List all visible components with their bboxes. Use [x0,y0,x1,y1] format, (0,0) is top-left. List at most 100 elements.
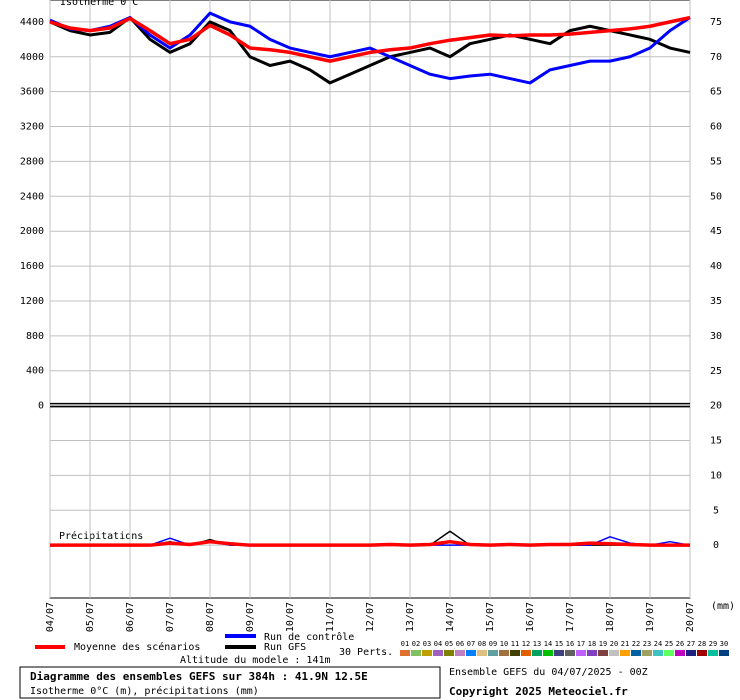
pert-swatch [466,650,476,656]
pert-label: 13 [533,640,541,648]
y-tick-label: 2000 [20,226,44,237]
pert-label: 28 [698,640,706,648]
y-tick-label: 1600 [20,261,44,272]
pert-label: 23 [643,640,651,648]
perts-label: 30 Perts. [339,647,393,658]
legend-label: Moyenne des scénarios [74,641,200,653]
x-tick-label: 12/07 [365,602,376,632]
y2-tick-label: 10 [710,470,722,481]
x-tick-label: 09/07 [245,602,256,632]
y-tick-label: 4400 [20,17,44,28]
copyright: Copyright 2025 Meteociel.fr [449,685,628,698]
x-tick-label: 19/07 [645,602,656,632]
pert-swatch [719,650,729,656]
y2-tick-label: 35 [710,296,722,307]
pert-swatch [675,650,685,656]
pert-swatch [422,650,432,656]
title-box [19,666,441,699]
pert-swatch [565,650,575,656]
pert-swatch [433,650,443,656]
pert-label: 14 [544,640,552,648]
y2-tick-label: 70 [710,52,722,63]
pert-swatch [532,650,542,656]
y2-tick-label: 20 [710,401,722,412]
pert-swatch [587,650,597,656]
series-line [49,16,691,85]
pert-swatch [686,650,696,656]
pert-label: 27 [687,640,695,648]
x-tick-label: 04/07 [45,602,56,632]
y2-tick-label: 65 [710,87,722,98]
series-line [49,15,691,63]
pert-swatch [598,650,608,656]
pert-label: 15 [555,640,563,648]
y-tick-label: 2800 [20,156,44,167]
y2-tick-label: 60 [710,122,722,133]
pert-label: 07 [467,640,475,648]
y2-tick-label: 75 [710,17,722,28]
x-tick-label: 13/07 [405,602,416,632]
pert-label: 06 [456,640,464,648]
pert-swatch [653,650,663,656]
pert-swatch [554,650,564,656]
upper-label: Isotherme 0°C [60,0,138,8]
pert-label: 25 [665,640,673,648]
x-tick-label: 17/07 [565,602,576,632]
pert-swatch [576,650,586,656]
pert-label: 10 [500,640,508,648]
pert-label: 19 [599,640,607,648]
pert-label: 12 [522,640,530,648]
pert-swatch [543,650,553,656]
pert-label: 29 [709,640,717,648]
pert-label: 03 [423,640,431,648]
pert-swatch [697,650,707,656]
y-tick-label: 3200 [20,122,44,133]
pert-swatch [631,650,641,656]
y2-tick-label: 30 [710,331,722,342]
y2-tick-label: 45 [710,226,722,237]
pert-label: 04 [434,640,442,648]
pert-label: 22 [632,640,640,648]
pert-label: 11 [511,640,519,648]
y2-tick-label: 40 [710,261,722,272]
y-tick-label: 1200 [20,296,44,307]
pert-swatch [620,650,630,656]
x-tick-label: 06/07 [125,602,136,632]
pert-swatch [609,650,619,656]
y2-tick-label: 25 [710,366,722,377]
pert-swatch [499,650,509,656]
pert-label: 16 [566,640,574,648]
x-tick-label: 11/07 [325,602,336,632]
pert-swatch [411,650,421,656]
pert-label: 05 [445,640,453,648]
chart-subtitle: Isotherme 0°C (m), précipitations (mm) [30,685,259,697]
pert-swatch [642,650,652,656]
x-tick-label: 10/07 [285,602,296,632]
pert-swatch [444,650,454,656]
pert-swatch [400,650,410,656]
y-tick-label: 0 [38,401,44,412]
pert-label: 26 [676,640,684,648]
pert-swatch [521,650,531,656]
pert-label: 01 [401,640,409,648]
x-tick-label: 15/07 [485,602,496,632]
run-info: Ensemble GEFS du 04/07/2025 - 00Z [449,667,648,678]
x-tick-label: 07/07 [165,602,176,632]
x-tick-label: 18/07 [605,602,616,632]
pert-label: 20 [610,640,618,648]
pert-label: 08 [478,640,486,648]
y-tick-label: 4000 [20,52,44,63]
y2-tick-label: 50 [710,191,722,202]
pert-swatch [488,650,498,656]
y2-tick-label: 15 [710,436,722,447]
pert-swatch [664,650,674,656]
y2-unit: (mm) [711,601,735,612]
y2-tick-label: 55 [710,156,722,167]
y-tick-label: 800 [26,331,44,342]
chart-title: Diagramme des ensembles GEFS sur 384h : … [30,670,368,683]
x-tick-label: 14/07 [445,602,456,632]
pert-label: 09 [489,640,497,648]
pert-label: 30 [720,640,728,648]
lower-label: Précipitations [59,530,143,542]
